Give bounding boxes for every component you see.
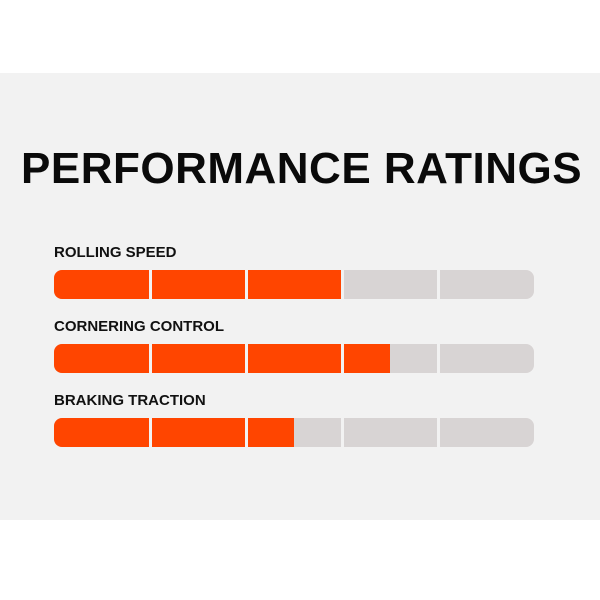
segment-divider	[436, 270, 440, 299]
rating-rolling-speed: ROLLING SPEED	[54, 243, 534, 299]
segment-divider	[436, 344, 440, 373]
segment-divider	[244, 418, 248, 447]
rating-bar	[54, 270, 534, 299]
rating-bar	[54, 418, 534, 447]
rating-braking-traction: BRAKING TRACTION	[54, 391, 534, 447]
segment-divider	[244, 344, 248, 373]
rating-fill	[54, 418, 294, 447]
page-title: PERFORMANCE RATINGS	[21, 144, 583, 193]
rating-cornering-control: CORNERING CONTROL	[54, 317, 534, 373]
rating-label: CORNERING CONTROL	[54, 318, 224, 335]
segment-divider	[436, 418, 440, 447]
segment-divider	[148, 418, 152, 447]
rating-fill	[54, 344, 390, 373]
segment-divider	[244, 270, 248, 299]
segment-divider	[148, 270, 152, 299]
segment-divider	[148, 344, 152, 373]
segment-divider	[340, 344, 344, 373]
segment-divider	[340, 270, 344, 299]
rating-label: BRAKING TRACTION	[54, 392, 206, 409]
rating-bar	[54, 344, 534, 373]
segment-divider	[340, 418, 344, 447]
rating-fill	[54, 270, 342, 299]
rating-label: ROLLING SPEED	[54, 244, 177, 261]
